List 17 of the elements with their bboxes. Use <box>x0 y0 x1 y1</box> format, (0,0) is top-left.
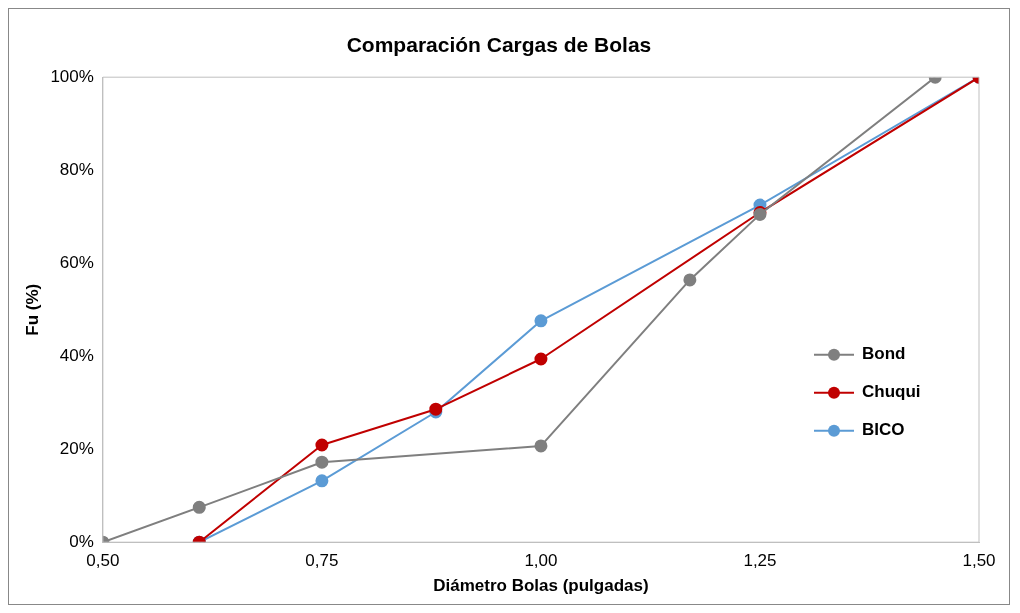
chart-title: Comparación Cargas de Bolas <box>346 33 652 57</box>
y-tick-label: 60% <box>59 252 94 272</box>
x-tick-label: 1,25 <box>743 551 777 571</box>
x-axis-title: Diámetro Bolas (pulgadas) <box>433 576 649 596</box>
legend-label: Chuqui <box>862 382 921 402</box>
legend-label: BICO <box>862 420 905 440</box>
y-tick-label: 0% <box>69 531 94 551</box>
y-tick-label: 80% <box>59 159 94 179</box>
x-tick-label: 1,50 <box>962 551 996 571</box>
x-tick-label: 1,00 <box>524 551 558 571</box>
y-tick-label: 20% <box>59 438 94 458</box>
x-tick-label: 0,75 <box>305 551 339 571</box>
y-axis-title: Fu (%) <box>22 283 42 336</box>
legend-label: Bond <box>862 344 906 364</box>
x-tick-label: 0,50 <box>86 551 120 571</box>
y-tick-label: 100% <box>50 66 94 86</box>
y-tick-label: 40% <box>59 345 94 365</box>
